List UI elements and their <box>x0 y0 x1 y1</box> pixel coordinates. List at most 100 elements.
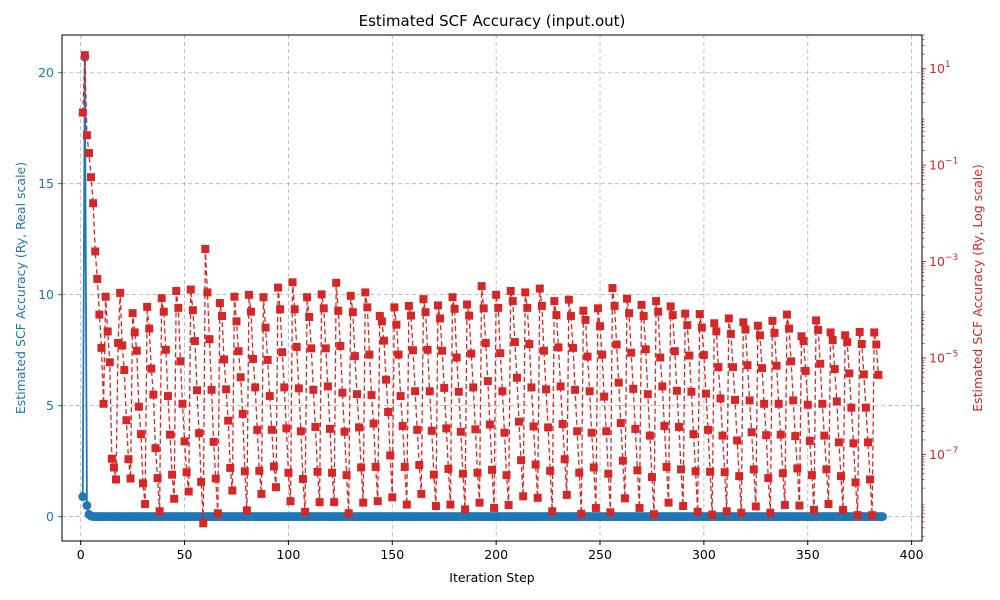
right-series-point <box>537 301 546 310</box>
right-series-point <box>866 475 875 484</box>
right-series-point <box>500 428 509 437</box>
right-series-point <box>377 317 386 326</box>
right-series-point <box>820 431 829 440</box>
right-series-point <box>857 340 866 348</box>
right-series-point <box>596 322 605 331</box>
right-series-point <box>141 500 150 509</box>
right-series-point <box>714 363 723 372</box>
right-series-point <box>112 475 121 484</box>
right-series-point <box>562 490 571 499</box>
right-series-point <box>720 468 729 477</box>
right-series-point <box>311 422 320 431</box>
right-series-point <box>620 494 629 503</box>
right-series-point <box>288 278 297 287</box>
y-left-tick-label: 20 <box>38 65 54 80</box>
y-left-tick-label: 0 <box>46 509 54 524</box>
right-series-point <box>789 396 798 405</box>
right-series-point <box>390 303 399 312</box>
right-series-point <box>539 346 548 355</box>
right-series-point <box>303 293 312 302</box>
right-series-point <box>244 290 253 299</box>
right-series-point <box>637 300 646 309</box>
right-series-point <box>853 511 862 520</box>
right-series-point <box>413 425 422 434</box>
right-series-point <box>843 338 852 347</box>
right-series-point <box>566 312 575 321</box>
right-series-point <box>427 426 436 435</box>
right-series-point <box>641 345 650 354</box>
right-series-point <box>818 399 827 408</box>
right-series-point <box>668 311 677 320</box>
right-series-point <box>429 470 438 479</box>
right-series-point <box>282 424 291 433</box>
right-series-point <box>517 456 526 465</box>
right-series-point <box>768 316 777 325</box>
right-series-point <box>801 367 810 375</box>
right-series-point <box>863 438 872 447</box>
left-series-point <box>878 512 887 522</box>
right-series-point <box>625 309 634 318</box>
left-series-point <box>78 492 88 502</box>
right-series-point <box>660 421 669 430</box>
right-series-point <box>515 417 523 426</box>
right-series-point <box>836 472 845 481</box>
right-series-point <box>163 392 172 401</box>
right-series-point <box>525 340 534 348</box>
right-series-point <box>845 369 854 378</box>
y-right-tick-label: 10−5 <box>929 349 958 365</box>
right-series-point <box>475 498 484 507</box>
right-series-point <box>461 505 469 514</box>
right-series-point <box>109 463 118 472</box>
right-series-point <box>795 501 804 510</box>
right-series-point <box>504 501 513 510</box>
right-series-point <box>874 370 883 379</box>
right-series-point <box>450 304 459 313</box>
x-tick-label: 400 <box>900 547 924 562</box>
right-series-point <box>332 278 341 287</box>
right-series-point <box>571 385 580 394</box>
right-series-point <box>758 364 767 373</box>
right-series-point <box>606 508 615 517</box>
right-series-point <box>488 465 496 474</box>
right-series-point <box>373 497 382 506</box>
right-series-point <box>697 323 706 332</box>
right-series-point <box>344 509 353 518</box>
right-series-point <box>421 308 430 317</box>
right-series-point <box>290 305 299 314</box>
right-series-point <box>80 51 89 60</box>
right-series-point <box>257 489 266 498</box>
left-series-point <box>82 501 92 510</box>
right-series-point <box>560 455 569 464</box>
right-series-point <box>328 468 337 477</box>
right-series-point <box>170 494 179 503</box>
right-series-point <box>149 390 158 399</box>
right-series-point <box>699 351 708 360</box>
right-series-point <box>442 424 451 433</box>
x-axis-ticks: 0 50 100 150 200 250 300 350 400 <box>77 541 924 562</box>
right-series-point <box>701 389 710 398</box>
right-series-point <box>89 199 98 208</box>
right-series-point <box>190 337 199 346</box>
right-series-point <box>382 375 391 384</box>
right-series-point <box>693 507 702 516</box>
right-series-point <box>847 403 856 412</box>
right-series-point <box>774 399 783 408</box>
right-series-point <box>404 301 413 310</box>
right-series-point <box>650 510 659 519</box>
right-series-point <box>764 474 773 483</box>
right-series-point <box>153 474 162 483</box>
right-series-point <box>317 290 326 299</box>
right-series-point <box>240 467 249 476</box>
right-series-point <box>809 505 818 514</box>
right-series-point <box>645 431 654 440</box>
right-series-point <box>222 385 231 394</box>
right-series-point <box>635 503 644 512</box>
right-series-point <box>735 472 744 481</box>
right-series-point <box>550 297 559 306</box>
right-series-point <box>824 500 833 509</box>
right-series-point <box>467 349 476 358</box>
y-right-axis-label: Estimated SCF Accuracy (Ry, Log scale) <box>970 164 985 412</box>
right-series-point <box>188 306 197 315</box>
right-series-point <box>712 327 721 336</box>
